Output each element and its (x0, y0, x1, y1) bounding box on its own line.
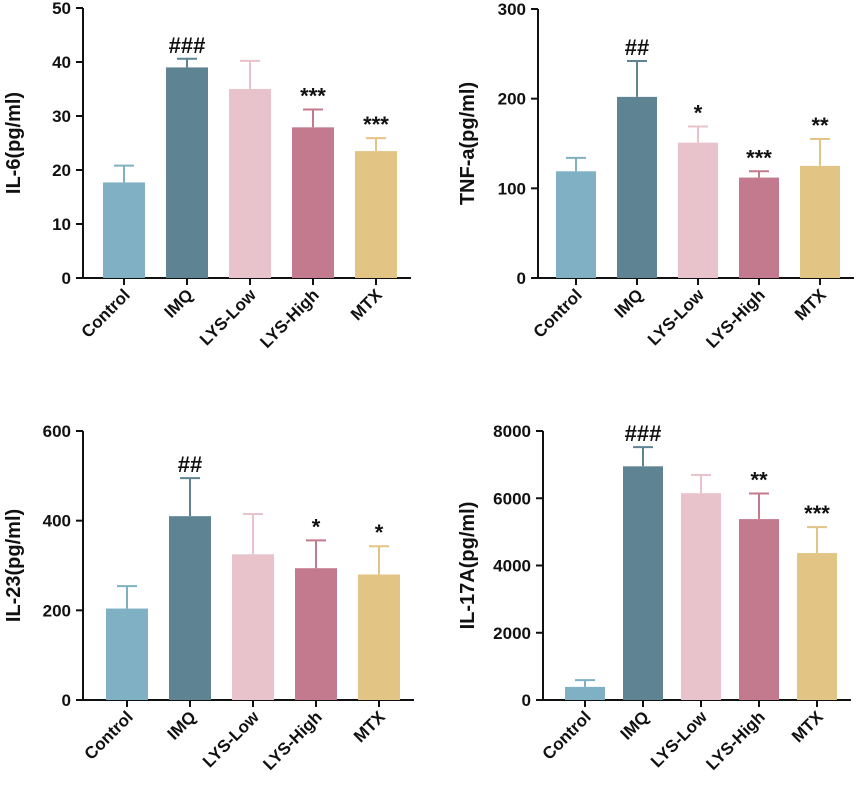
bar-control (103, 182, 145, 278)
y-tick-label: 0 (62, 269, 71, 288)
bar-lys-low (681, 493, 721, 700)
significance-marker-mtx: ** (811, 113, 829, 138)
significance-marker-imq: ## (625, 35, 649, 60)
x-tick-label-mtx: MTX (791, 285, 830, 324)
y-tick-label: 8000 (493, 422, 531, 441)
x-tick-label-mtx: MTX (347, 285, 386, 324)
x-tick-label-lys-low: LYS-Low (644, 285, 708, 349)
y-tick-label: 200 (43, 601, 71, 620)
x-tick-label-lys-low: LYS-Low (196, 285, 260, 349)
y-axis-label: TNF-a(pg/ml) (457, 82, 479, 205)
x-tick-label-control: Control (78, 285, 134, 341)
x-tick-label-mtx: MTX (350, 707, 389, 746)
y-tick-label: 200 (498, 90, 526, 109)
x-tick-label-lys-high: LYS-High (702, 285, 768, 351)
x-tick-label-lys-low: LYS-Low (647, 707, 711, 771)
bar-lys-high (292, 127, 334, 278)
y-tick-label: 600 (43, 422, 71, 441)
y-tick-label: 2000 (493, 624, 531, 643)
y-tick-label: 0 (62, 691, 71, 710)
significance-marker-lys-high: ** (750, 468, 768, 493)
y-tick-label: 6000 (493, 489, 531, 508)
bar-control (556, 171, 596, 278)
il23-chart: 0 200 400 600 IL-23(pg/ml) Control ## IMQ LYS-Lo… (3, 422, 414, 774)
x-tick-label-lys-high: LYS-High (702, 707, 768, 773)
bar-lys-high (295, 568, 337, 700)
significance-marker-lys-high: *** (746, 145, 772, 170)
bar-imq (169, 516, 211, 700)
bar-lys-high (739, 177, 779, 278)
y-tick-label: 50 (52, 0, 71, 18)
y-tick-label: 10 (52, 215, 71, 234)
y-tick-label: 4000 (493, 557, 531, 576)
bar-mtx (355, 151, 397, 278)
bar-control (565, 686, 605, 700)
bar-mtx (358, 574, 400, 700)
significance-marker-imq: ## (178, 452, 202, 477)
x-tick-label-mtx: MTX (788, 707, 827, 746)
x-tick-label-lys-low: LYS-Low (199, 707, 263, 771)
bar-lys-high (739, 519, 779, 700)
bar-lys-low (229, 89, 271, 278)
x-tick-label-lys-high: LYS-High (256, 285, 322, 351)
tnfa-chart: 0 100 200 300 TNF-a(pg/ml) Control ## IMQ * LYS-L… (457, 0, 854, 352)
x-tick-label-lys-high: LYS-High (259, 707, 325, 773)
y-tick-label: 300 (498, 0, 526, 19)
significance-marker-mtx: * (375, 520, 384, 545)
bar-lys-low (232, 554, 274, 700)
il17a-chart: 0 2000 4000 6000 8000 IL-17A(pg/ml) Control ###… (457, 421, 851, 774)
y-tick-label: 0 (517, 269, 526, 288)
bar-imq (617, 96, 657, 278)
x-tick-label-imq: IMQ (617, 707, 653, 743)
y-tick-label: 20 (52, 161, 71, 180)
significance-marker-lys-high: * (312, 514, 321, 539)
significance-marker-imq: ### (169, 33, 206, 58)
y-axis-label: IL-6(pg/ml) (3, 92, 25, 194)
significance-marker-lys-low: * (694, 100, 703, 125)
x-tick-label-imq: IMQ (164, 707, 200, 743)
bar-imq (623, 466, 663, 700)
bar-mtx (800, 165, 840, 278)
y-axis-label: IL-23(pg/ml) (3, 509, 25, 622)
y-tick-label: 30 (52, 107, 71, 126)
bar-mtx (797, 553, 837, 700)
y-tick-label: 0 (522, 691, 531, 710)
x-tick-label-control: Control (81, 707, 137, 763)
x-tick-label-imq: IMQ (611, 285, 647, 321)
significance-marker-mtx: *** (363, 112, 389, 137)
il6-chart: 0 10 20 30 40 50 IL-6(pg/ml) Control ### IMQ LYS-L… (3, 0, 411, 352)
x-tick-label-control: Control (530, 285, 586, 341)
x-tick-label-control: Control (539, 707, 595, 763)
y-tick-label: 100 (498, 179, 526, 198)
significance-marker-mtx: *** (804, 501, 830, 526)
significance-marker-lys-high: *** (300, 84, 326, 109)
bar-imq (166, 67, 208, 279)
y-tick-label: 40 (52, 53, 71, 72)
x-tick-label-imq: IMQ (161, 285, 197, 321)
y-tick-label: 400 (43, 512, 71, 531)
bar-lys-low (678, 142, 718, 278)
bar-control (106, 608, 148, 700)
y-axis-label: IL-17A(pg/ml) (457, 502, 479, 630)
significance-marker-imq: ### (625, 421, 662, 446)
